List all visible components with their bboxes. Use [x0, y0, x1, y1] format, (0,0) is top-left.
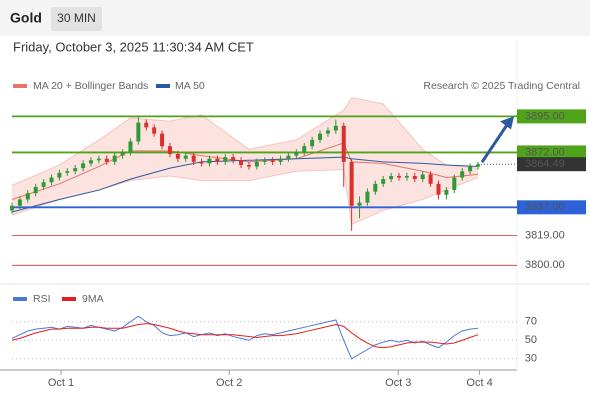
candle-body — [175, 154, 180, 159]
candle-body — [246, 164, 251, 167]
candle-body — [262, 160, 267, 162]
legend-swatch — [156, 84, 170, 88]
candle-body — [207, 158, 212, 164]
target-arrow — [480, 119, 512, 164]
candle-body — [302, 146, 307, 153]
target-arrowhead — [500, 116, 514, 130]
candle-body — [215, 158, 220, 162]
x-tick-label: Oct 4 — [466, 377, 492, 389]
legend-label: MA 50 — [175, 80, 205, 92]
candle-body — [183, 155, 188, 159]
candle-body — [33, 186, 38, 194]
level-label: 3872.00 — [525, 146, 565, 158]
candle-body — [389, 175, 394, 180]
candle-body — [96, 158, 101, 161]
legend-swatch — [13, 84, 27, 88]
candle-body — [199, 161, 204, 164]
x-tick-label: Oct 2 — [216, 377, 242, 389]
level-box — [517, 157, 586, 172]
candle-body — [460, 171, 465, 178]
symbol: Gold — [10, 10, 42, 26]
candle-body — [420, 174, 425, 180]
candle-body — [270, 160, 275, 162]
level-label: 3895.00 — [525, 110, 565, 122]
level-label: 3819.00 — [525, 229, 565, 241]
y-tick-label: 70 — [525, 316, 537, 328]
candle-body — [436, 183, 441, 195]
candle-body — [412, 175, 417, 180]
y-tick-label: 30 — [525, 353, 537, 365]
level-box — [517, 109, 586, 124]
candle-body — [294, 152, 299, 156]
candle-body — [223, 157, 228, 162]
level-box — [517, 145, 586, 160]
candle-body — [25, 193, 30, 200]
candle-body — [452, 177, 457, 191]
candle-body — [65, 171, 70, 173]
candle-body — [278, 158, 283, 162]
candle-body — [136, 122, 141, 142]
copyright: Research © 2025 Trading Central — [423, 80, 580, 92]
candle-body — [325, 130, 330, 134]
candle-body — [10, 205, 14, 211]
candle-body — [167, 146, 172, 155]
candle-body — [160, 133, 165, 147]
candle-body — [88, 160, 93, 164]
candle-body — [128, 141, 133, 153]
candle-body — [404, 175, 409, 178]
candle-body — [191, 155, 196, 162]
candle-body — [57, 172, 62, 178]
indicator-line — [11, 323, 479, 349]
candle-body — [231, 157, 236, 161]
candle-body — [310, 139, 315, 147]
y-tick-label: 50 — [525, 334, 537, 346]
x-tick-label: Oct 1 — [48, 377, 74, 389]
candle-body — [81, 163, 86, 169]
candle-body — [112, 155, 117, 162]
candle-body — [17, 199, 22, 206]
level-label: 3800.00 — [525, 259, 565, 271]
candle-body — [476, 164, 480, 167]
candle-body — [49, 177, 54, 183]
level-box — [517, 200, 586, 215]
candle-body — [41, 182, 46, 187]
candle-body — [318, 133, 323, 140]
candle-body — [144, 122, 149, 128]
candle-body — [286, 155, 291, 159]
candle-body — [239, 160, 244, 165]
candle-body — [357, 202, 362, 206]
candle-body — [104, 158, 109, 162]
legend-swatch — [13, 297, 27, 301]
legend-label: RSI — [33, 293, 51, 305]
candle-body — [349, 161, 354, 206]
timestamp: Friday, October 3, 2025 11:30:34 AM CET — [13, 39, 254, 54]
candle-body — [381, 179, 386, 184]
candle-body — [254, 161, 259, 167]
candle-body — [373, 183, 378, 192]
legend-label: MA 20 + Bollinger Bands — [33, 80, 148, 92]
legend-label: 9MA — [82, 293, 104, 305]
candle-body — [341, 125, 346, 162]
candle-body — [152, 127, 157, 134]
candle-body — [468, 166, 473, 172]
candle-body — [73, 168, 78, 172]
x-tick-label: Oct 3 — [385, 377, 411, 389]
level-label: 3864.49 — [525, 158, 565, 170]
candle-body — [397, 175, 402, 178]
candle-body — [365, 191, 370, 203]
timeframe[interactable]: 30 MIN — [57, 11, 96, 25]
candle-body — [444, 190, 449, 195]
indicator-line — [11, 315, 479, 360]
legend-swatch — [62, 297, 76, 301]
bollinger-upper — [11, 97, 479, 186]
candle-body — [333, 125, 338, 131]
timeframe-badge[interactable] — [51, 7, 102, 31]
candle-body — [428, 174, 433, 184]
level-label: 3837.00 — [525, 201, 565, 213]
candle-body — [120, 152, 125, 156]
